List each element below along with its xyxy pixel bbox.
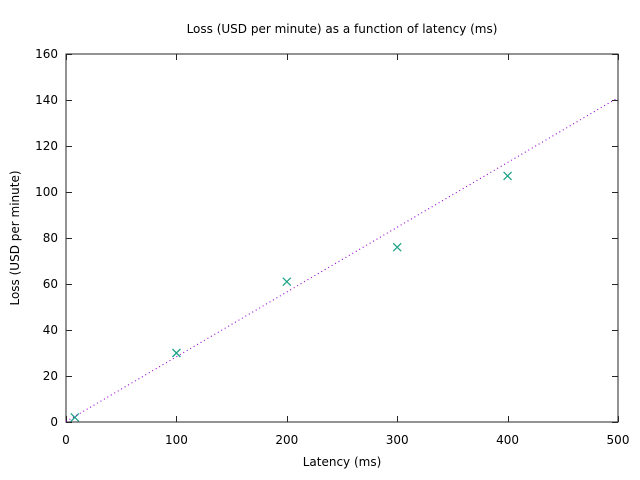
chart-title: Loss (USD per minute) as a function of l…: [186, 22, 498, 36]
y-tick-label: 40: [43, 323, 58, 337]
y-axis-title: Loss (USD per minute): [8, 170, 22, 306]
x-axis-title: Latency (ms): [302, 455, 382, 469]
x-tick-label: 400: [496, 433, 519, 447]
x-tick-label: 100: [165, 433, 188, 447]
x-tick-label: 200: [275, 433, 298, 447]
y-tick-label: 100: [35, 185, 58, 199]
y-tick-label: 120: [35, 139, 58, 153]
y-tick-label: 80: [43, 231, 58, 245]
trend-line: [65, 97, 619, 423]
y-tick-label: 160: [35, 47, 58, 61]
plot-border: [65, 53, 619, 423]
data-point-marker: [392, 242, 402, 252]
y-tick-label: 60: [43, 277, 58, 291]
x-tick-label: 0: [62, 433, 70, 447]
y-tick-label: 20: [43, 369, 58, 383]
y-tick-label: 0: [50, 415, 58, 429]
data-point-marker: [503, 171, 513, 181]
y-tick-label: 140: [35, 93, 58, 107]
x-tick-label: 300: [386, 433, 409, 447]
x-tick-label: 500: [607, 433, 630, 447]
data-point-marker: [70, 412, 80, 422]
data-point-marker: [171, 348, 181, 358]
data-point-marker: [282, 277, 292, 287]
